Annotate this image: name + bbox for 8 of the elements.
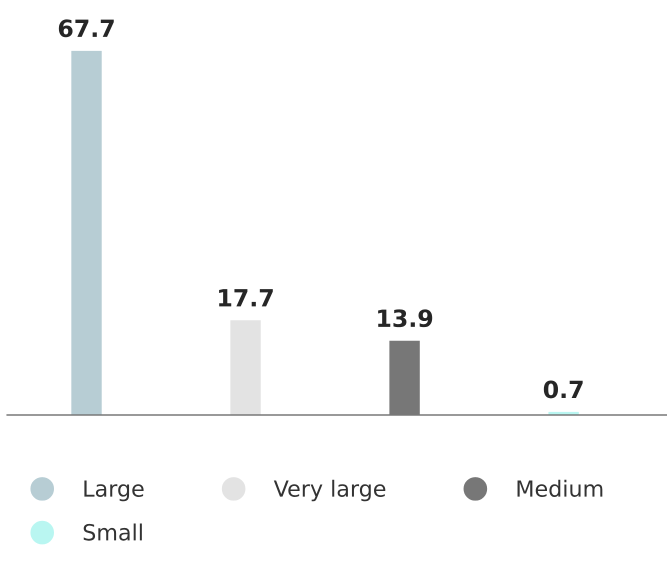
data-label: 67.7	[58, 19, 114, 38]
data-label: 17.7	[219, 289, 273, 306]
legend-label: Small	[84, 523, 142, 541]
legend-label: Large	[84, 480, 144, 502]
data-label: 13.9	[378, 309, 432, 328]
data-label: 0.7	[544, 380, 583, 398]
legend-label: Very large	[274, 480, 386, 502]
legend-label: Medium	[518, 480, 602, 497]
